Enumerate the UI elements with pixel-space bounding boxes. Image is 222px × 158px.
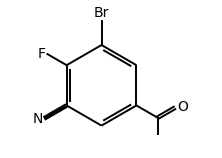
Text: Br: Br <box>94 6 109 20</box>
Text: O: O <box>177 100 188 114</box>
Text: N: N <box>33 112 43 126</box>
Text: F: F <box>38 47 46 61</box>
